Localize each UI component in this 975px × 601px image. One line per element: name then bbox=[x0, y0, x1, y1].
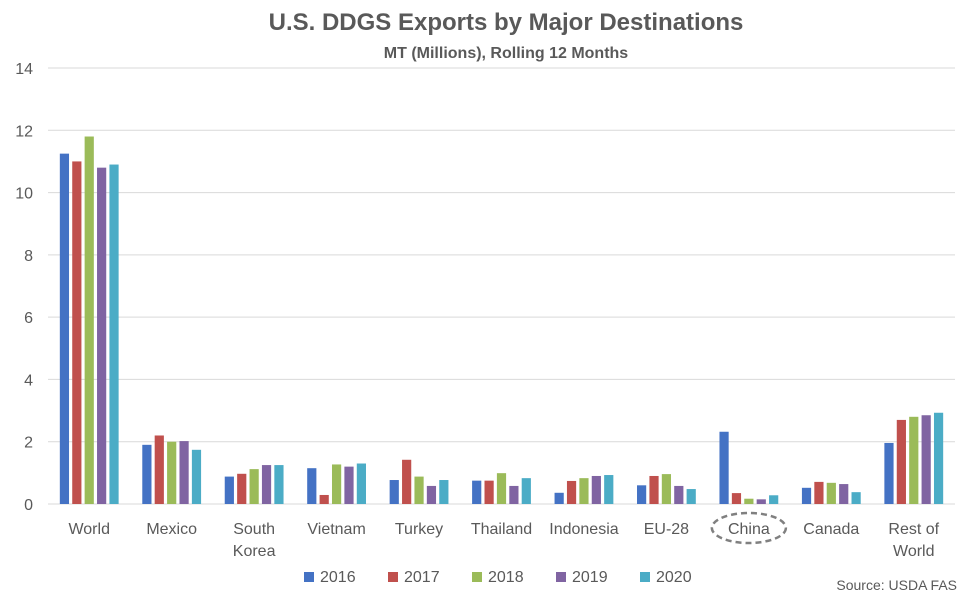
legend-swatch-2016 bbox=[304, 572, 314, 582]
category-label: World bbox=[68, 521, 110, 538]
y-axis-ticks: 0 2 4 6 8 10 12 14 bbox=[15, 61, 33, 514]
bar-2019-turkey bbox=[426, 485, 437, 504]
bar-2017-thailand bbox=[484, 480, 494, 504]
bar-2020-mexico bbox=[191, 449, 202, 504]
bar-2016-china bbox=[719, 431, 729, 504]
legend-label-2017: 2017 bbox=[404, 569, 440, 586]
y-tick-label: 12 bbox=[15, 123, 33, 140]
bar-2018-vietnam bbox=[331, 464, 342, 504]
bar-2017-turkey bbox=[402, 459, 412, 504]
category-label: South Korea bbox=[233, 521, 276, 560]
legend-swatch-2019 bbox=[556, 572, 566, 582]
bar-2020-eu-28 bbox=[686, 489, 696, 504]
bar-2018-south-korea bbox=[249, 469, 259, 504]
category-labels: World Mexico South Korea Vietnam Turkey Thaila… bbox=[68, 511, 940, 560]
bar-2020-china bbox=[769, 495, 779, 504]
bar-2018-turkey bbox=[414, 476, 424, 504]
bar-2017-eu-28 bbox=[649, 475, 659, 504]
bar-2016-mexico bbox=[142, 444, 152, 504]
bar-2016-canada bbox=[801, 487, 812, 504]
bar-2017-vietnam bbox=[319, 494, 329, 504]
bar-2017-china bbox=[731, 493, 742, 504]
category-label: Turkey bbox=[395, 521, 443, 538]
legend-label-2020: 2020 bbox=[656, 569, 692, 586]
source-note: Source: USDA FAS bbox=[836, 577, 957, 593]
gridlines bbox=[48, 67, 955, 505]
bar-2020-world bbox=[109, 164, 119, 505]
chart-title: U.S. DDGS Exports by Major Destinations bbox=[269, 9, 744, 36]
bar-2017-rest-of-world bbox=[896, 419, 906, 504]
bar-2016-world bbox=[59, 153, 70, 504]
legend-swatch-2018 bbox=[472, 572, 482, 582]
bar-2018-mexico bbox=[167, 441, 177, 504]
bar-2016-thailand bbox=[472, 480, 482, 504]
bar-2019-world bbox=[97, 167, 107, 504]
y-tick-label: 10 bbox=[15, 186, 33, 203]
bar-2019-china bbox=[756, 499, 766, 504]
category-label: Thailand bbox=[471, 521, 532, 538]
bar-2020-thailand bbox=[521, 478, 531, 504]
bar-2019-eu-28 bbox=[674, 485, 684, 504]
y-tick-label: 2 bbox=[24, 435, 33, 452]
bar-2016-turkey bbox=[389, 480, 399, 504]
category-label: Rest of World bbox=[888, 521, 939, 560]
y-tick-label: 14 bbox=[15, 61, 33, 78]
chart-subtitle: MT (Millions), Rolling 12 Months bbox=[384, 45, 629, 62]
bar-2017-south-korea bbox=[237, 473, 247, 504]
bar-2020-rest-of-world bbox=[933, 412, 944, 504]
bar-2018-world bbox=[84, 136, 94, 504]
y-tick-label: 6 bbox=[24, 310, 33, 327]
category-label: China bbox=[728, 521, 770, 538]
bar-2018-eu-28 bbox=[661, 474, 672, 504]
bar-2017-mexico bbox=[154, 435, 164, 504]
bar-2016-south-korea bbox=[224, 476, 234, 504]
bar-2017-canada bbox=[814, 481, 824, 504]
bar-2016-vietnam bbox=[307, 468, 317, 504]
bar-2019-thailand bbox=[509, 485, 519, 504]
y-tick-label: 0 bbox=[24, 497, 33, 514]
bar-2016-indonesia bbox=[554, 492, 564, 504]
y-tick-label: 8 bbox=[24, 248, 33, 265]
y-tick-label: 4 bbox=[24, 372, 33, 389]
bar-2016-rest-of-world bbox=[884, 442, 894, 504]
bars bbox=[59, 136, 944, 505]
bar-2019-vietnam bbox=[344, 466, 354, 504]
legend-swatch-2017 bbox=[388, 572, 398, 582]
legend-label-2019: 2019 bbox=[572, 569, 608, 586]
legend-label-2018: 2018 bbox=[488, 569, 524, 586]
bar-2019-canada bbox=[839, 484, 849, 504]
legend-swatch-2020 bbox=[640, 572, 650, 582]
bar-2020-turkey bbox=[439, 480, 449, 504]
bar-2018-thailand bbox=[496, 473, 507, 504]
bar-2020-south-korea bbox=[274, 465, 284, 504]
bar-2017-world bbox=[72, 161, 82, 504]
bar-2018-china bbox=[744, 498, 754, 504]
bar-2019-south-korea bbox=[261, 465, 272, 504]
category-label: Canada bbox=[803, 521, 859, 538]
category-label: Mexico bbox=[146, 521, 197, 538]
bar-2020-canada bbox=[851, 492, 861, 504]
category-label: Vietnam bbox=[307, 521, 365, 538]
highlight-ellipse bbox=[710, 511, 788, 545]
bar-2020-vietnam bbox=[356, 463, 366, 504]
category-label: Indonesia bbox=[549, 521, 618, 538]
bar-2017-indonesia bbox=[566, 480, 577, 504]
bar-2016-eu-28 bbox=[637, 485, 647, 504]
bar-2018-indonesia bbox=[579, 478, 589, 504]
category-label: EU-28 bbox=[644, 521, 689, 538]
legend-label-2016: 2016 bbox=[320, 569, 356, 586]
bar-2019-rest-of-world bbox=[921, 415, 931, 504]
legend: 2016 2017 2018 2019 2020 bbox=[304, 569, 692, 586]
bar-2020-indonesia bbox=[604, 475, 614, 504]
bar-2018-canada bbox=[826, 482, 836, 504]
bar-2019-mexico bbox=[179, 441, 189, 504]
bar-2018-rest-of-world bbox=[909, 416, 919, 504]
bar-2019-indonesia bbox=[591, 475, 601, 504]
